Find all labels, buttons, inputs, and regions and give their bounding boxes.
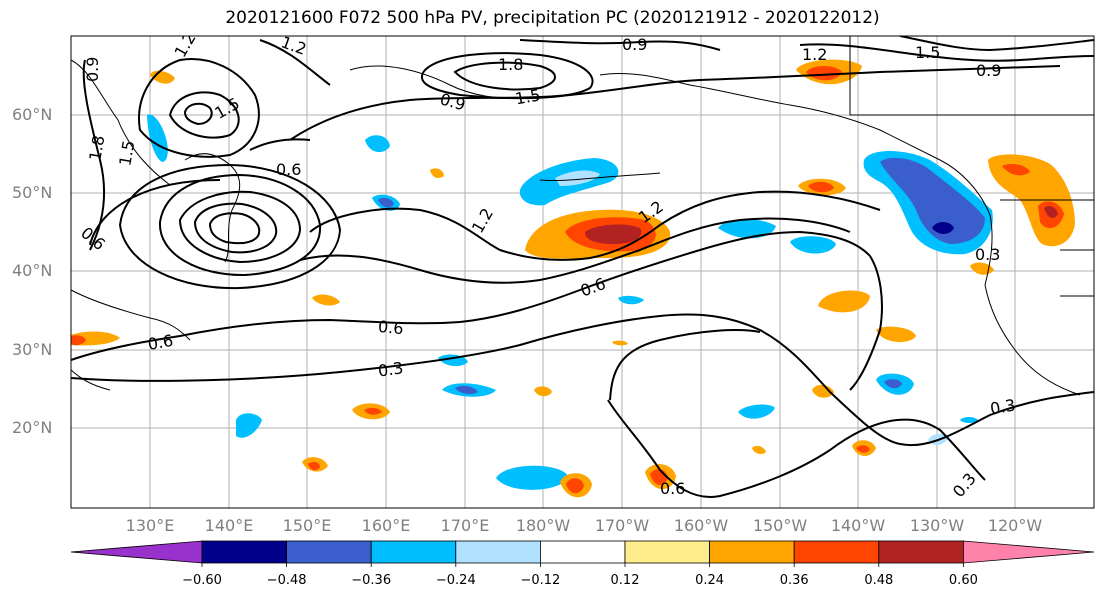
lon-label: 170°E — [440, 516, 490, 535]
contour-1.8-aleutian — [421, 52, 594, 100]
colorbar-tick-label: −0.36 — [351, 573, 392, 588]
contour-label: 0.3 — [975, 245, 1000, 264]
map-title: 2020121600 F072 500 hPa PV, precipitatio… — [225, 8, 880, 28]
contour-label: 1.5 — [115, 139, 138, 167]
colorbar-segment — [540, 540, 626, 564]
colorbar-segment — [455, 540, 541, 564]
lat-label: 50°N — [12, 183, 53, 202]
contour-label: 1.8 — [85, 134, 108, 162]
contour-high-pv-low-kamchatka — [168, 91, 240, 139]
lon-label: 130°W — [909, 516, 965, 535]
contour-label: 0.6 — [660, 479, 685, 498]
colorbar-segment — [70, 540, 203, 564]
lat-label: 60°N — [12, 105, 53, 124]
colorbar-tick-label: −0.48 — [266, 573, 307, 588]
lat-label: 20°N — [12, 418, 53, 437]
colorbar-tick-label: 0.60 — [948, 573, 978, 588]
colorbar — [70, 540, 1095, 567]
contour-label: 0.9 — [976, 61, 1001, 80]
colorbar-tick-label: 0.12 — [610, 573, 640, 588]
pv-contours — [71, 36, 1094, 498]
colorbar-segment — [624, 540, 710, 564]
lon-label: 130°E — [125, 516, 175, 535]
coastlines — [71, 36, 1094, 396]
contour-label: 0.3 — [377, 358, 405, 380]
contour-0.9-north — [289, 65, 1061, 141]
precip-negative-kamchatka — [147, 114, 168, 162]
colorbar-segment — [370, 540, 457, 564]
colorbar-segment — [286, 540, 372, 564]
lon-label: 140°E — [204, 516, 254, 535]
lat-label: 40°N — [12, 261, 53, 280]
contour-label: 0.6 — [146, 331, 174, 354]
contour-label: 0.9 — [622, 35, 647, 54]
colorbar-segment — [201, 540, 287, 564]
contour-label: 1.8 — [498, 55, 523, 74]
lon-label: 160°W — [673, 516, 729, 535]
lat-label: 30°N — [12, 340, 53, 359]
colorbar-segment — [709, 540, 795, 564]
contour-label: 1.5 — [915, 43, 940, 62]
contour-label: 0.9 — [83, 57, 102, 82]
contour-label: 0.3 — [989, 395, 1017, 418]
lon-label: 150°E — [282, 516, 332, 535]
plot-frame — [70, 35, 1095, 509]
lon-label: 170°W — [594, 516, 650, 535]
colorbar-segment — [793, 540, 880, 564]
contour-label: 0.6 — [276, 160, 301, 179]
colorbar-segment — [878, 540, 964, 564]
lon-label: 180°W — [515, 516, 571, 535]
lon-label: 140°W — [830, 516, 886, 535]
colorbar-segment — [963, 540, 1095, 564]
contour-label: 0.6 — [377, 317, 404, 338]
lon-label: 160°E — [361, 516, 411, 535]
colorbar-tick-label: 0.36 — [779, 573, 809, 588]
contour-label: 1.2 — [802, 45, 827, 64]
colorbar-tick-label: −0.24 — [435, 573, 476, 588]
contour-label: 1.5 — [514, 85, 542, 108]
contour-high-pv-low-japan — [178, 190, 302, 264]
precip-positive-central-pacific-max — [585, 224, 642, 244]
colorbar-tick-label: 0.48 — [864, 573, 894, 588]
contour-0.6-middle — [71, 230, 871, 361]
colorbar-tick-label: −0.12 — [520, 573, 561, 588]
colorbar-tick-label: 0.24 — [695, 573, 725, 588]
lon-label: 150°W — [752, 516, 808, 535]
contour-0.6-southeast — [607, 399, 986, 498]
contour-0.3-southern — [71, 313, 1094, 447]
colorbar-tick-label: −0.60 — [182, 573, 222, 588]
lon-label: 120°W — [987, 516, 1043, 535]
contour-1.2-central — [309, 190, 881, 261]
